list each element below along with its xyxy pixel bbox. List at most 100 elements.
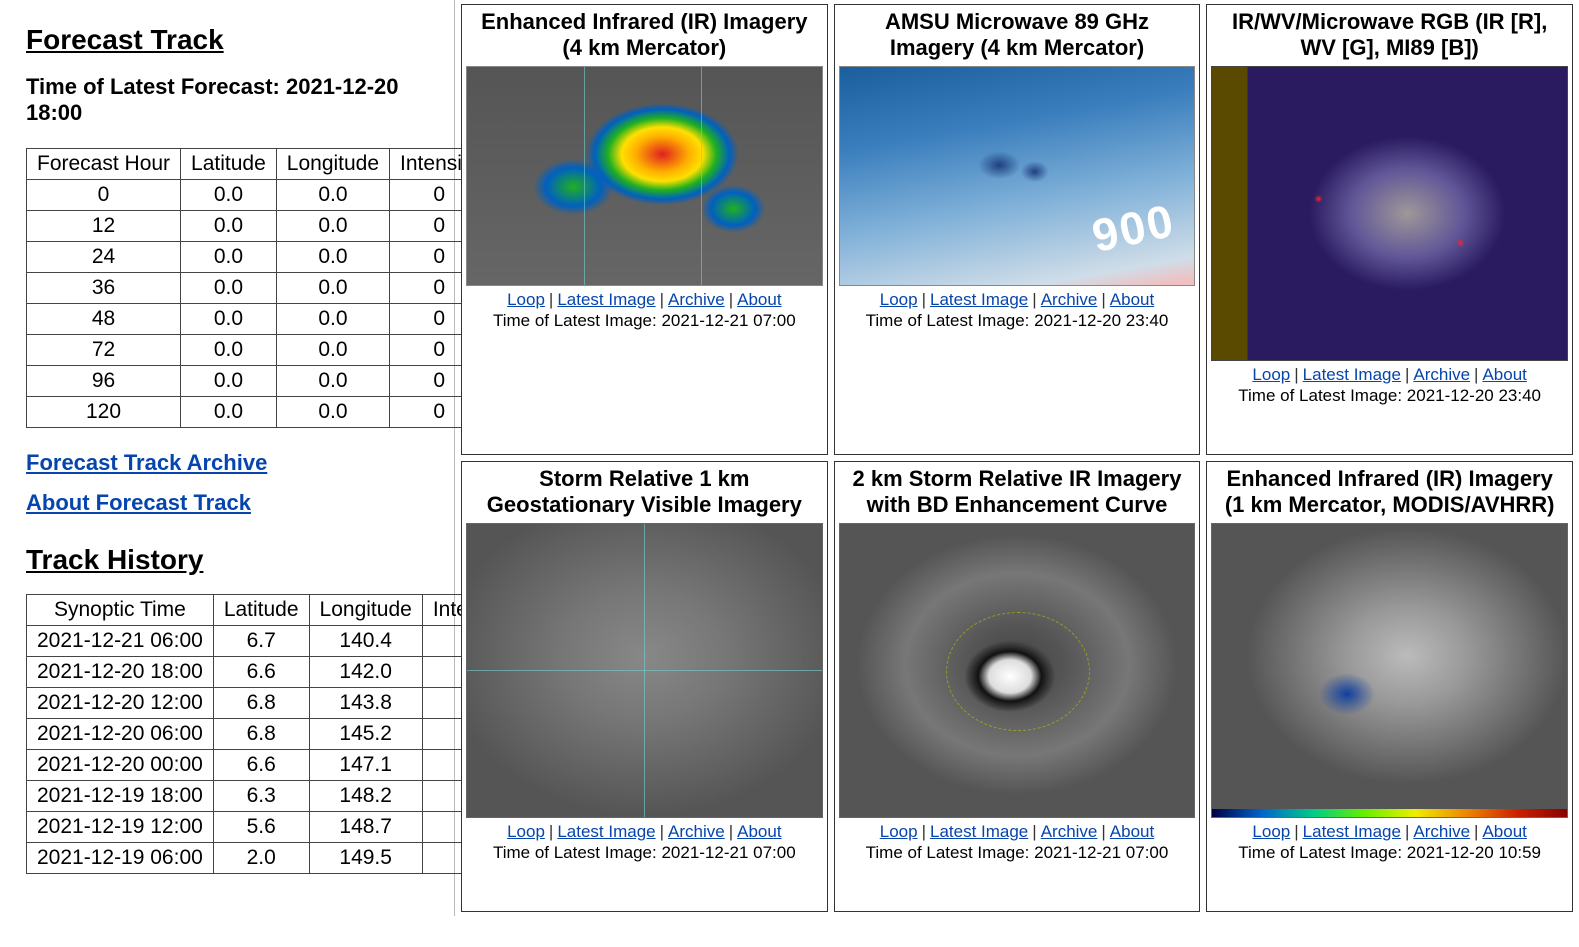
table-cell: 96 bbox=[27, 366, 181, 397]
separator: | bbox=[660, 290, 664, 309]
table-cell: 0.0 bbox=[276, 180, 389, 211]
table-cell: 142.0 bbox=[309, 657, 422, 688]
table-cell: 0.0 bbox=[276, 304, 389, 335]
satellite-image[interactable] bbox=[466, 66, 823, 286]
panel-time-label: Time of Latest Image: 2021-12-20 10:59 bbox=[1211, 843, 1568, 863]
table-cell: 148.2 bbox=[309, 781, 422, 812]
table-cell: 0.0 bbox=[276, 335, 389, 366]
loop-link[interactable]: Loop bbox=[507, 290, 545, 309]
panel-links: Loop|Latest Image|Archive|About bbox=[466, 822, 823, 842]
separator: | bbox=[729, 290, 733, 309]
table-row: 2021-12-21 06:006.7140.420 bbox=[27, 626, 522, 657]
archive-link[interactable]: Archive bbox=[1041, 290, 1098, 309]
table-header: Latitude bbox=[213, 595, 309, 626]
separator: | bbox=[1294, 365, 1298, 384]
table-cell: 0.0 bbox=[181, 211, 277, 242]
table-cell: 147.1 bbox=[309, 750, 422, 781]
table-cell: 36 bbox=[27, 273, 181, 304]
table-cell: 0.0 bbox=[181, 366, 277, 397]
satellite-image[interactable] bbox=[839, 523, 1196, 818]
separator: | bbox=[1294, 822, 1298, 841]
table-row: 00.00.00 bbox=[27, 180, 489, 211]
table-cell: 140.4 bbox=[309, 626, 422, 657]
table-cell: 0 bbox=[27, 180, 181, 211]
panel-links: Loop|Latest Image|Archive|About bbox=[1211, 822, 1568, 842]
table-cell: 0.0 bbox=[181, 335, 277, 366]
table-cell: 6.3 bbox=[213, 781, 309, 812]
imagery-panel: Enhanced Infrared (IR) Imagery (4 km Mer… bbox=[461, 4, 828, 455]
latest-image-link[interactable]: Latest Image bbox=[930, 822, 1028, 841]
satellite-image[interactable] bbox=[1211, 523, 1568, 818]
panel-title: AMSU Microwave 89 GHz Imagery (4 km Merc… bbox=[843, 9, 1192, 62]
loop-link[interactable]: Loop bbox=[1252, 822, 1290, 841]
satellite-image[interactable] bbox=[466, 523, 823, 818]
panel-links: Loop|Latest Image|Archive|About bbox=[466, 290, 823, 310]
table-cell: 2021-12-19 06:00 bbox=[27, 843, 214, 874]
forecast-archive-link[interactable]: Forecast Track Archive bbox=[26, 450, 267, 476]
table-row: 360.00.00 bbox=[27, 273, 489, 304]
about-link[interactable]: About bbox=[737, 822, 781, 841]
about-link[interactable]: About bbox=[1110, 290, 1154, 309]
forecast-track-heading: Forecast Track bbox=[26, 24, 434, 56]
archive-link[interactable]: Archive bbox=[668, 290, 725, 309]
table-cell: 148.7 bbox=[309, 812, 422, 843]
separator: | bbox=[1101, 822, 1105, 841]
table-row: 2021-12-20 00:006.6147.115 bbox=[27, 750, 522, 781]
latest-image-link[interactable]: Latest Image bbox=[1303, 365, 1401, 384]
table-row: 2021-12-20 18:006.6142.015 bbox=[27, 657, 522, 688]
table-cell: 0.0 bbox=[181, 397, 277, 428]
table-cell: 145.2 bbox=[309, 719, 422, 750]
table-cell: 2.0 bbox=[213, 843, 309, 874]
table-cell: 0.0 bbox=[276, 242, 389, 273]
track-history-heading: Track History bbox=[26, 544, 434, 576]
latest-image-link[interactable]: Latest Image bbox=[557, 290, 655, 309]
archive-link[interactable]: Archive bbox=[668, 822, 725, 841]
table-cell: 6.8 bbox=[213, 719, 309, 750]
table-cell: 0.0 bbox=[181, 180, 277, 211]
panel-time-label: Time of Latest Image: 2021-12-21 07:00 bbox=[466, 311, 823, 331]
separator: | bbox=[729, 822, 733, 841]
table-row: 2021-12-19 18:006.3148.215 bbox=[27, 781, 522, 812]
separator: | bbox=[1405, 822, 1409, 841]
table-cell: 48 bbox=[27, 304, 181, 335]
loop-link[interactable]: Loop bbox=[880, 290, 918, 309]
table-cell: 5.6 bbox=[213, 812, 309, 843]
satellite-image[interactable] bbox=[839, 66, 1196, 286]
archive-link[interactable]: Archive bbox=[1041, 822, 1098, 841]
forecast-time-label: Time of Latest Forecast: 2021-12-20 18:0… bbox=[26, 74, 434, 126]
table-cell: 6.7 bbox=[213, 626, 309, 657]
table-cell: 0.0 bbox=[276, 397, 389, 428]
latest-image-link[interactable]: Latest Image bbox=[930, 290, 1028, 309]
about-link[interactable]: About bbox=[737, 290, 781, 309]
table-row: 720.00.00 bbox=[27, 335, 489, 366]
archive-link[interactable]: Archive bbox=[1413, 365, 1470, 384]
table-cell: 120 bbox=[27, 397, 181, 428]
imagery-panel: Enhanced Infrared (IR) Imagery (1 km Mer… bbox=[1206, 461, 1573, 912]
separator: | bbox=[549, 822, 553, 841]
table-cell: 12 bbox=[27, 211, 181, 242]
about-link[interactable]: About bbox=[1110, 822, 1154, 841]
imagery-panel-grid: Enhanced Infrared (IR) Imagery (4 km Mer… bbox=[455, 0, 1579, 916]
table-row: 240.00.00 bbox=[27, 242, 489, 273]
table-cell: 0.0 bbox=[276, 366, 389, 397]
about-link[interactable]: About bbox=[1482, 822, 1526, 841]
table-row: 2021-12-19 06:002.0149.515 bbox=[27, 843, 522, 874]
imagery-panel: IR/WV/Microwave RGB (IR [R], WV [G], MI8… bbox=[1206, 4, 1573, 455]
loop-link[interactable]: Loop bbox=[1252, 365, 1290, 384]
about-link[interactable]: About bbox=[1482, 365, 1526, 384]
satellite-image[interactable] bbox=[1211, 66, 1568, 361]
panel-links: Loop|Latest Image|Archive|About bbox=[839, 822, 1196, 842]
table-row: 2021-12-19 12:005.6148.715 bbox=[27, 812, 522, 843]
loop-link[interactable]: Loop bbox=[507, 822, 545, 841]
panel-time-label: Time of Latest Image: 2021-12-20 23:40 bbox=[1211, 386, 1568, 406]
forecast-track-table: Forecast HourLatitudeLongitudeIntensity … bbox=[26, 148, 489, 428]
table-row: 2021-12-20 12:006.8143.815 bbox=[27, 688, 522, 719]
archive-link[interactable]: Archive bbox=[1413, 822, 1470, 841]
table-cell: 2021-12-20 18:00 bbox=[27, 657, 214, 688]
latest-image-link[interactable]: Latest Image bbox=[557, 822, 655, 841]
loop-link[interactable]: Loop bbox=[880, 822, 918, 841]
panel-title: Enhanced Infrared (IR) Imagery (4 km Mer… bbox=[470, 9, 819, 62]
about-forecast-link[interactable]: About Forecast Track bbox=[26, 490, 251, 516]
table-cell: 6.8 bbox=[213, 688, 309, 719]
latest-image-link[interactable]: Latest Image bbox=[1303, 822, 1401, 841]
